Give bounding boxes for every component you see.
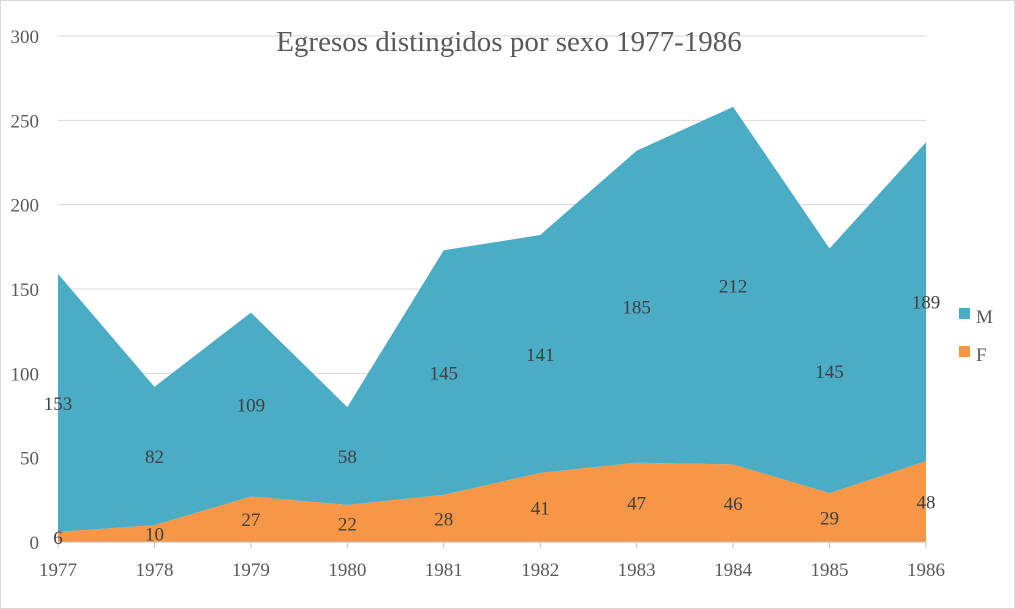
data-label-F: 27 [241,510,260,531]
data-label-M: 145 [430,363,459,384]
data-label-F: 48 [917,493,936,514]
y-tick-label: 50 [20,449,39,470]
y-tick-label: 250 [11,111,40,132]
x-tick-label: 1979 [232,560,270,581]
data-label-F: 47 [627,493,646,514]
data-label-F: 41 [531,498,550,519]
data-label-M: 82 [145,447,164,468]
data-label-F: 6 [53,528,63,549]
legend-swatch-M [959,308,970,319]
data-label-M: 58 [338,447,357,468]
data-label-M: 109 [237,396,266,417]
y-tick-label: 200 [11,196,40,217]
x-tick-label: 1984 [714,560,753,581]
x-tick-label: 1980 [328,560,366,581]
legend: MF [959,307,993,366]
data-label-F: 28 [434,509,453,530]
data-label-F: 10 [145,525,164,546]
data-label-M: 189 [912,293,941,314]
x-tick-label: 1983 [618,560,656,581]
x-tick-label: 1985 [811,560,849,581]
data-label-F: 22 [338,514,357,535]
area-F [58,461,926,542]
data-label-M: 212 [719,277,748,298]
x-tick-label: 1986 [907,560,945,581]
legend-label-M: M [976,307,993,328]
y-tick-label: 100 [11,364,40,385]
x-tick-label: 1978 [135,560,173,581]
x-tick-label: 1981 [425,560,463,581]
y-tick-label: 150 [11,280,40,301]
data-label-M: 185 [622,298,651,319]
axes: 0 50 100 150 200 250 300 1977 1978 1979 1980 1981 19… [11,27,946,581]
data-labels: 6 10 27 22 28 41 47 46 29 48 153 82 109 58 145 141 185 21… [44,277,941,549]
y-tick-label: 0 [30,533,40,554]
data-label-F: 46 [724,494,743,515]
x-tick-label: 1977 [39,560,77,581]
area-M [58,106,926,532]
data-label-F: 29 [820,509,839,530]
data-label-M: 145 [815,362,844,383]
y-tick-label: 300 [11,27,40,48]
area-series [58,106,926,542]
data-label-M: 153 [44,394,73,415]
legend-label-F: F [976,345,987,366]
data-label-M: 141 [526,345,555,366]
legend-swatch-F [959,346,970,357]
x-tick-label: 1982 [521,560,559,581]
chart-title: Egresos distingidos por sexo 1977-1986 [276,26,742,58]
